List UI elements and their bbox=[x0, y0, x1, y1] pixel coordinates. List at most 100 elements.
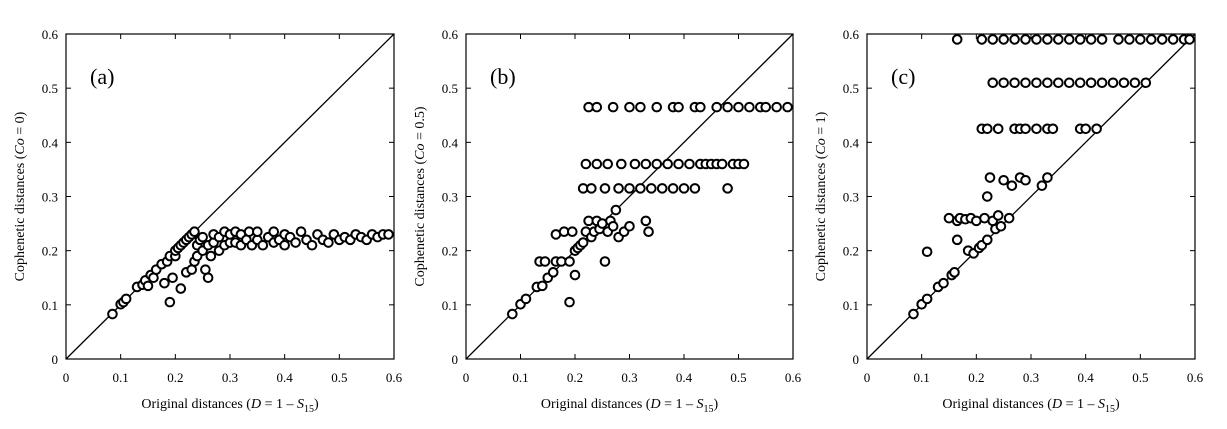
data-point bbox=[1047, 123, 1059, 135]
data-point bbox=[1009, 34, 1020, 45]
data-point bbox=[383, 229, 394, 240]
data-point bbox=[577, 237, 589, 248]
x-tick-label: 0.5 bbox=[331, 370, 347, 385]
data-point bbox=[1031, 123, 1042, 135]
data-point bbox=[629, 158, 641, 170]
y-tick-label: 0.6 bbox=[42, 27, 59, 42]
data-point bbox=[695, 101, 706, 113]
y-axis-label: Cophenetic distances (Co = 0) bbox=[13, 111, 28, 281]
data-point bbox=[908, 308, 919, 320]
data-point bbox=[205, 250, 217, 262]
y-tick-label: 0 bbox=[853, 352, 860, 367]
data-point bbox=[722, 101, 733, 113]
data-point bbox=[1009, 77, 1020, 89]
data-point bbox=[613, 183, 624, 194]
data-point bbox=[1053, 77, 1064, 89]
data-point bbox=[651, 158, 663, 170]
y-tick-label: 0.3 bbox=[442, 190, 458, 205]
panel-letter: (c) bbox=[891, 64, 915, 89]
data-point bbox=[646, 183, 657, 194]
data-point bbox=[616, 158, 627, 170]
data-point bbox=[981, 234, 993, 246]
data-point bbox=[566, 226, 578, 238]
data-point bbox=[175, 283, 187, 294]
data-point bbox=[1096, 77, 1108, 89]
data-point bbox=[673, 158, 684, 170]
data-point bbox=[1020, 123, 1031, 135]
chart-panel-3: 0 0.1 0.2 0.3 0.4 0.5 0.6 0 0.1 0.2 0.3 0.4 0.5 0.6 (c… bbox=[814, 27, 1204, 415]
data-point bbox=[142, 280, 154, 292]
data-point bbox=[591, 158, 603, 170]
data-point bbox=[323, 237, 334, 248]
y-axis-label: Cophenetic distances (Co = 0.5) bbox=[413, 106, 428, 286]
chart-panel-1: 0 0.1 0.2 0.3 0.4 0.5 0.6 0 0.1 0.2 0.3 0.4 0.5 0.6 (a… bbox=[13, 27, 403, 415]
data-point bbox=[1135, 34, 1146, 45]
data-point bbox=[722, 183, 733, 194]
y-tick-label: 0.5 bbox=[843, 81, 859, 96]
data-point bbox=[1063, 77, 1075, 89]
data-point bbox=[624, 183, 635, 194]
data-point bbox=[1074, 77, 1086, 89]
y-tick-label: 0.1 bbox=[843, 298, 859, 313]
y-tick-label: 0 bbox=[52, 352, 59, 367]
data-point bbox=[984, 172, 996, 183]
data-point bbox=[599, 256, 611, 267]
data-point bbox=[1156, 34, 1168, 45]
x-axis-label: Original distances (D = 1 – S15) bbox=[141, 397, 319, 415]
x-tick-label: 0.2 bbox=[167, 370, 183, 385]
plot-frame bbox=[866, 33, 1196, 360]
data-point bbox=[1003, 212, 1015, 224]
plot-frame bbox=[465, 33, 794, 360]
x-tick-label: 0.2 bbox=[567, 370, 583, 385]
data-point bbox=[733, 101, 744, 113]
data-point bbox=[673, 101, 684, 113]
x-tick-label: 0.6 bbox=[785, 370, 802, 385]
data-point bbox=[976, 34, 988, 45]
data-point bbox=[1167, 34, 1179, 45]
data-point bbox=[547, 267, 559, 278]
x-tick-label: 0.4 bbox=[676, 370, 693, 385]
data-point bbox=[624, 101, 635, 113]
data-point bbox=[1031, 34, 1042, 45]
data-point bbox=[599, 183, 611, 194]
data-point bbox=[651, 101, 663, 113]
data-point bbox=[268, 226, 280, 238]
data-point bbox=[1031, 77, 1042, 89]
data-point bbox=[716, 158, 728, 170]
x-tick-label: 0.4 bbox=[277, 370, 294, 385]
data-point bbox=[684, 158, 695, 170]
data-point bbox=[921, 246, 933, 258]
data-point bbox=[1140, 77, 1152, 89]
data-point bbox=[760, 101, 772, 113]
data-point bbox=[1020, 34, 1031, 45]
data-point bbox=[1020, 174, 1031, 186]
data-point bbox=[951, 34, 963, 45]
data-point bbox=[1063, 34, 1075, 45]
data-point bbox=[992, 210, 1004, 221]
data-point bbox=[678, 183, 690, 194]
data-point bbox=[607, 220, 619, 232]
data-point bbox=[782, 101, 793, 113]
data-point bbox=[640, 158, 652, 170]
data-point bbox=[306, 239, 318, 251]
data-point bbox=[1080, 123, 1091, 135]
data-point bbox=[711, 101, 723, 113]
x-tick-label: 0 bbox=[864, 370, 871, 385]
data-point bbox=[1129, 77, 1141, 89]
data-point bbox=[992, 123, 1004, 135]
x-tick-label: 0.3 bbox=[621, 370, 637, 385]
data-point bbox=[167, 272, 178, 284]
panel-letter: (a) bbox=[90, 64, 114, 89]
x-tick-label: 0.2 bbox=[968, 370, 984, 385]
data-point bbox=[537, 280, 548, 292]
data-point bbox=[998, 34, 1009, 45]
data-point bbox=[1118, 77, 1130, 89]
data-point bbox=[257, 239, 269, 251]
data-point bbox=[995, 220, 1007, 232]
x-tick-label: 0.3 bbox=[222, 370, 238, 385]
data-point bbox=[1085, 77, 1097, 89]
data-point bbox=[107, 308, 118, 320]
x-tick-label: 0.1 bbox=[113, 370, 129, 385]
y-tick-label: 0.5 bbox=[42, 81, 58, 96]
